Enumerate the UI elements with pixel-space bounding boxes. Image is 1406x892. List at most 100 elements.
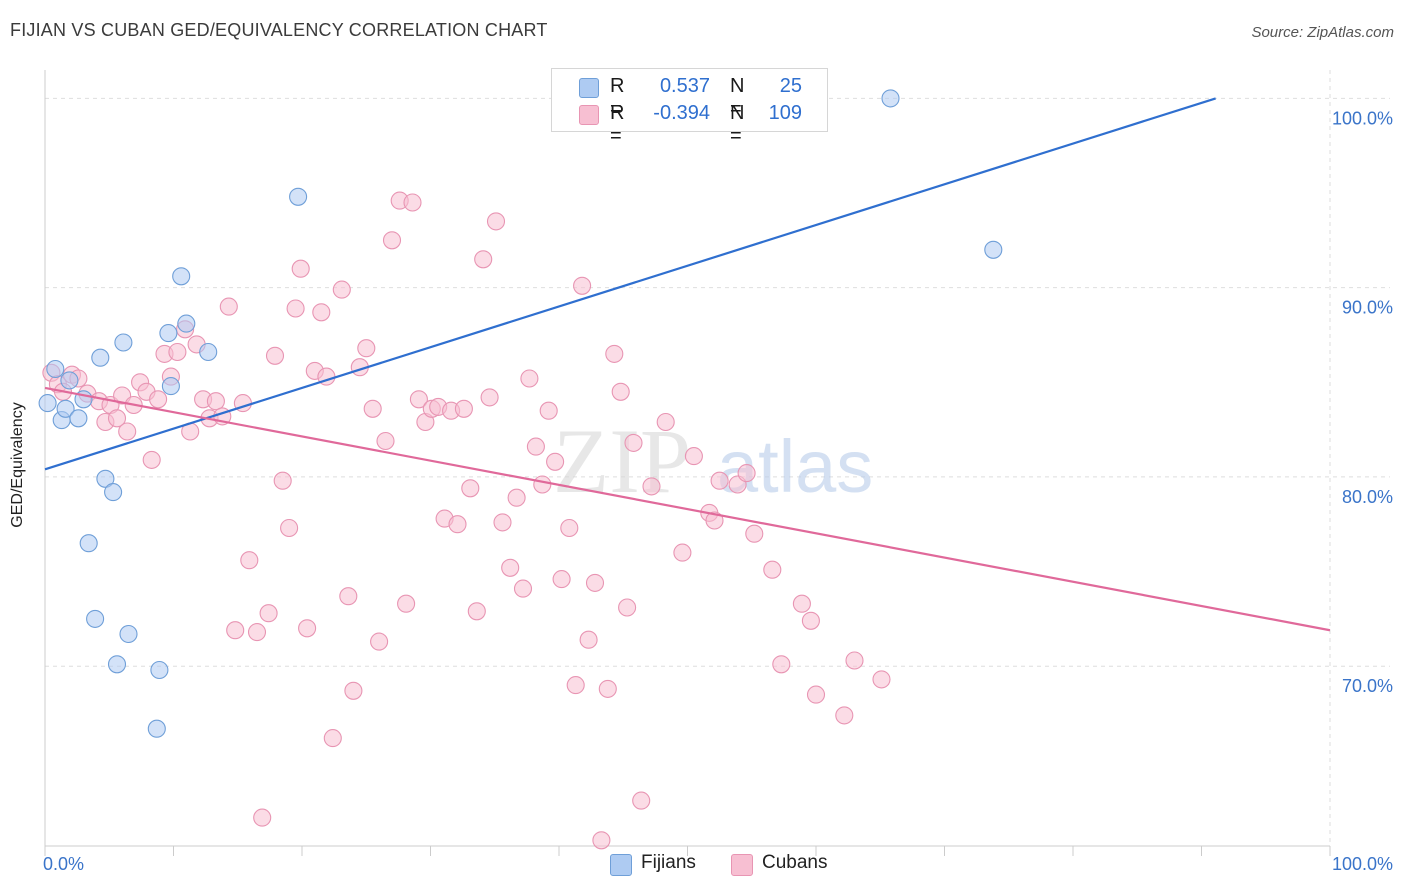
r-label: R = — [610, 102, 625, 147]
cuban-point — [240, 551, 259, 570]
fijian-point — [150, 660, 169, 680]
cuban-point — [286, 299, 305, 318]
fijian-point — [289, 187, 308, 206]
cuban-point — [344, 681, 363, 700]
y-tick-label: 70.0% — [1342, 676, 1393, 696]
r-value: -0.394 — [653, 102, 710, 124]
cuban-point — [118, 422, 137, 441]
cuban-point — [259, 604, 278, 623]
fijian-point — [107, 655, 127, 674]
legend-label: Fijians — [641, 852, 696, 873]
cuban-point — [520, 369, 539, 388]
y-tick-label: 90.0% — [1342, 298, 1393, 318]
fijian-point — [984, 240, 1003, 259]
x-tick-label: 0.0% — [43, 854, 84, 874]
fijian-point — [104, 483, 123, 502]
stats-legend: R = 0.537 N = 25 R = -0.394 N = 109 — [551, 68, 828, 147]
cuban-point — [206, 392, 225, 411]
trend-lines — [44, 97, 1331, 632]
cuban-point — [835, 706, 854, 725]
cuban-point — [298, 619, 317, 638]
fijian-point — [177, 314, 196, 333]
cuban-point — [546, 452, 565, 471]
cuban-point — [332, 280, 351, 299]
cuban-point — [363, 399, 382, 418]
cuban-point — [618, 598, 637, 617]
cuban-point — [149, 390, 168, 409]
cubans-swatch — [579, 105, 599, 125]
cuban-point — [592, 831, 611, 850]
y-tick-label: 100.0% — [1332, 108, 1393, 128]
cuban-point — [467, 602, 486, 621]
cuban-point — [772, 655, 791, 674]
cuban-point — [806, 685, 826, 704]
cuban-point — [579, 630, 598, 649]
cuban-point — [507, 488, 526, 507]
n-label: N = — [730, 102, 745, 147]
n-value: 109 — [768, 102, 802, 124]
cuban-point — [710, 471, 729, 490]
cuban-point — [605, 344, 624, 363]
cuban-point — [872, 670, 891, 689]
cuban-point — [598, 679, 617, 698]
cuban-point — [501, 558, 520, 577]
cuban-point — [845, 651, 864, 670]
cuban-point — [486, 212, 506, 231]
fijian-point — [147, 719, 166, 738]
fijian-point — [38, 394, 57, 413]
cuban-point — [448, 515, 467, 534]
fijian-point — [881, 89, 900, 108]
cuban-point — [792, 594, 811, 613]
x-tick-label: 100.0% — [1332, 854, 1393, 874]
fijian-point — [91, 348, 110, 367]
cubans-trend-line — [44, 386, 1331, 632]
cuban-point — [573, 276, 592, 295]
cuban-point — [142, 450, 161, 469]
cuban-point — [273, 471, 292, 490]
cuban-point — [382, 231, 402, 250]
cuban-point — [409, 390, 428, 409]
cuban-point — [513, 579, 533, 598]
fijians-legend-swatch — [610, 854, 632, 876]
cuban-point — [280, 518, 299, 538]
cuban-point — [632, 791, 651, 810]
cuban-point — [168, 342, 187, 362]
fijian-point — [46, 359, 65, 379]
cuban-point — [526, 437, 545, 456]
cuban-point — [585, 573, 605, 592]
cuban-point — [474, 250, 493, 269]
cuban-point — [323, 729, 342, 748]
fijian-point — [96, 469, 115, 488]
fijian-point — [199, 342, 218, 362]
fijian-point — [114, 333, 133, 352]
fijians-swatch — [579, 78, 599, 98]
cuban-point — [624, 433, 643, 452]
cuban-point — [566, 676, 585, 695]
fijian-point — [60, 371, 79, 390]
legend-label: Cubans — [762, 852, 828, 873]
cuban-point — [801, 611, 820, 630]
cuban-point — [219, 297, 238, 316]
fijian-point — [56, 399, 75, 418]
cuban-point — [480, 388, 499, 407]
source-credit: Source: ZipAtlas.com — [1251, 24, 1394, 41]
r-label: R = — [610, 75, 625, 120]
n-value: 25 — [779, 75, 802, 97]
axes — [44, 70, 1331, 856]
cuban-point — [461, 479, 480, 498]
cuban-point — [247, 623, 267, 642]
cuban-point — [552, 570, 571, 589]
fijian-point — [159, 324, 178, 343]
fijian-point — [119, 624, 138, 644]
cuban-point — [705, 511, 724, 530]
cuban-point — [265, 346, 285, 365]
cuban-point — [656, 412, 675, 432]
cuban-point — [370, 632, 389, 651]
cuban-point — [107, 409, 127, 428]
cuban-point — [493, 513, 512, 532]
fijian-point — [172, 267, 191, 286]
fijian-point — [79, 534, 98, 553]
cuban-point — [312, 303, 331, 322]
cuban-point — [745, 524, 764, 543]
